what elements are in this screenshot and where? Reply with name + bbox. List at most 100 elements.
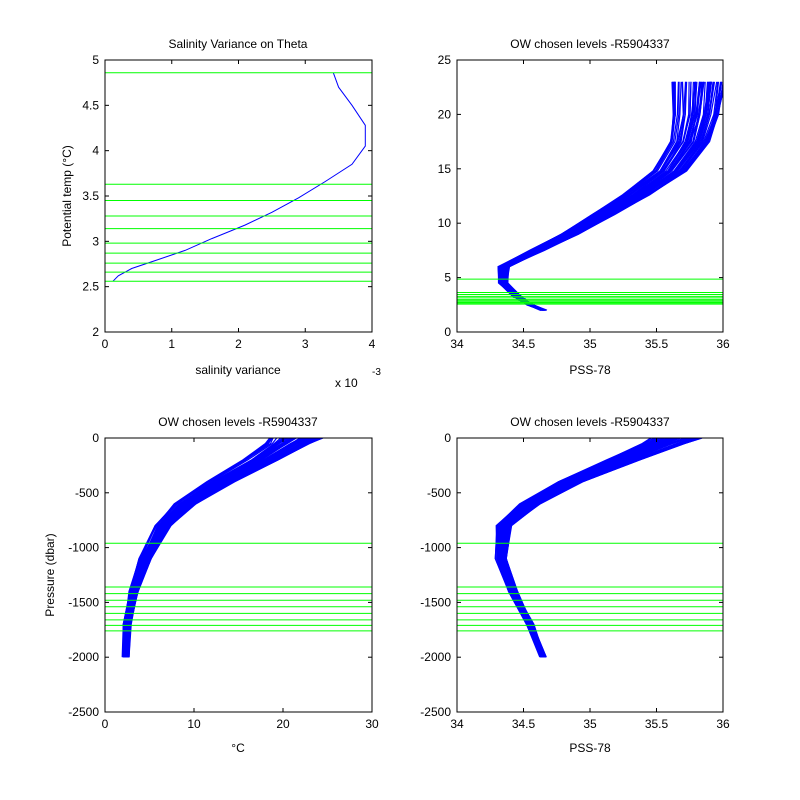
profile-line xyxy=(504,81,714,311)
profile-line xyxy=(499,81,688,311)
profile-line xyxy=(501,81,690,311)
y-tick-label: 2.5 xyxy=(82,280,99,294)
profile-line xyxy=(496,438,655,658)
profile-line xyxy=(501,81,698,311)
y-axis-label: Potential temp (°C) xyxy=(60,145,74,247)
x-tick-label: 34 xyxy=(450,337,464,351)
profile-line xyxy=(496,438,659,658)
x-tick-label: 0 xyxy=(102,337,109,351)
y-tick-label: -1500 xyxy=(420,595,451,609)
x-tick-label: 1 xyxy=(168,337,175,351)
profile-line xyxy=(505,81,712,311)
profile-line xyxy=(497,438,655,658)
profile-line xyxy=(502,81,702,311)
x-multiplier-label: x 10 xyxy=(335,376,358,390)
x-tick-label: 30 xyxy=(365,717,379,731)
profile-line xyxy=(122,438,286,658)
y-tick-label: -500 xyxy=(75,486,99,500)
x-axis-label: °C xyxy=(231,741,245,755)
y-tick-label: 4.5 xyxy=(82,98,99,112)
y-tick-label: 4 xyxy=(92,144,99,158)
profile-line xyxy=(502,81,696,311)
x-tick-label: 35.5 xyxy=(645,717,669,731)
y-tick-label: 5 xyxy=(92,53,99,67)
x-tick-label: 35 xyxy=(583,337,597,351)
x-tick-label: 0 xyxy=(102,717,109,731)
y-tick-label: 2 xyxy=(92,325,99,339)
profile-line xyxy=(501,81,697,311)
profile-line xyxy=(496,438,665,658)
profile-line xyxy=(126,438,321,658)
profile-line xyxy=(125,438,294,658)
profile-line xyxy=(496,438,657,658)
profile-line xyxy=(126,438,311,658)
profile-line xyxy=(496,438,658,658)
profile-line xyxy=(497,81,679,311)
salinity-theta-panel: OW chosen levels -R5904337 34 34.5 35 35.5 3… xyxy=(438,37,730,377)
y-tick-label: 3 xyxy=(92,234,99,248)
x-tick-label: 34.5 xyxy=(512,337,536,351)
x-multiplier-exponent: -3 xyxy=(372,367,381,378)
x-tick-label: 20 xyxy=(276,717,290,731)
profile-line xyxy=(123,438,273,658)
profile-line xyxy=(128,438,323,658)
profile-line xyxy=(501,81,697,311)
profile-line xyxy=(503,81,702,311)
x-tick-label: 2 xyxy=(235,337,242,351)
profile-line xyxy=(500,81,692,311)
profile-line xyxy=(496,438,663,658)
profile-line xyxy=(496,438,661,658)
chart-title: OW chosen levels -R5904337 xyxy=(510,415,670,429)
profile-line xyxy=(504,81,712,311)
profile-line xyxy=(500,81,684,311)
variance-line xyxy=(112,72,366,282)
axes-frame xyxy=(104,437,373,713)
profile-line xyxy=(502,81,701,311)
x-tick-label: 35 xyxy=(583,717,597,731)
profile-line xyxy=(503,438,700,658)
y-tick-label: 15 xyxy=(438,162,452,176)
profile-line xyxy=(502,81,703,311)
profile-line xyxy=(498,81,685,311)
y-tick-label: 0 xyxy=(444,431,451,445)
profile-line xyxy=(494,438,652,658)
x-tick-label: 34.5 xyxy=(512,717,536,731)
y-tick-label: 0 xyxy=(444,325,451,339)
profile-line xyxy=(499,81,682,311)
x-tick-label: 3 xyxy=(302,337,309,351)
profile-line xyxy=(501,438,687,658)
x-axis-label: PSS-78 xyxy=(569,363,611,377)
y-tick-label: 0 xyxy=(92,431,99,445)
y-tick-label: -2000 xyxy=(68,650,99,664)
y-tick-label: 20 xyxy=(438,107,452,121)
profile-line xyxy=(504,81,701,311)
profile-line xyxy=(501,81,692,311)
profile-line xyxy=(501,81,694,311)
profile-line xyxy=(501,81,696,311)
profile-line xyxy=(500,81,687,311)
x-tick-label: 34 xyxy=(450,717,464,731)
y-tick-label: -2500 xyxy=(420,705,451,719)
profile-line xyxy=(494,438,652,658)
profile-line xyxy=(499,438,670,658)
profile-line xyxy=(498,81,680,311)
y-tick-label: -1000 xyxy=(420,541,451,555)
y-tick-label: -1000 xyxy=(68,541,99,555)
profile-line xyxy=(495,438,654,658)
y-tick-label: -1500 xyxy=(68,595,99,609)
profile-line xyxy=(500,81,687,311)
x-axis-label: PSS-78 xyxy=(569,741,611,755)
profile-line xyxy=(497,438,661,658)
chart-title: Salinity Variance on Theta xyxy=(169,37,308,51)
salinity-pressure-panel: OW chosen levels -R5904337 34 34.5 35 35.5 3… xyxy=(420,415,730,755)
y-tick-label: 3.5 xyxy=(82,189,99,203)
temperature-pressure-panel: OW chosen levels -R5904337 0 10 20 30 -2500 -… xyxy=(43,415,379,755)
profile-line xyxy=(502,81,701,311)
x-axis-label: salinity variance xyxy=(195,363,281,377)
y-axis-label: Pressure (dbar) xyxy=(43,533,57,616)
y-tick-label: -2500 xyxy=(68,705,99,719)
profile-line xyxy=(506,81,720,311)
profile-line xyxy=(125,438,296,658)
y-tick-label: -2000 xyxy=(420,650,451,664)
